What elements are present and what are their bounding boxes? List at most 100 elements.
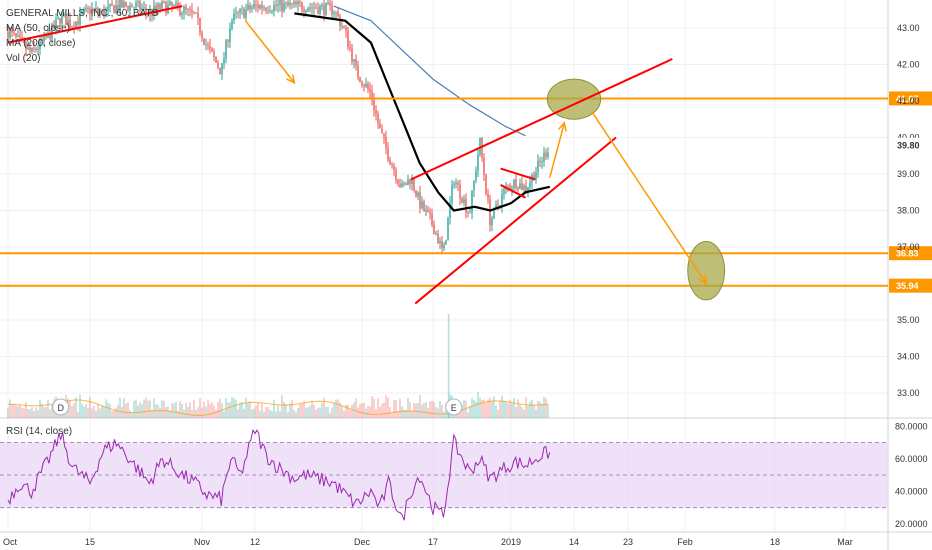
volume-bar xyxy=(227,402,229,418)
level-tag-2 xyxy=(889,278,932,293)
candle-body xyxy=(317,8,319,14)
candle-body xyxy=(65,14,67,26)
candle-body xyxy=(97,7,99,13)
volume-bar xyxy=(473,399,475,418)
volume-bar xyxy=(239,402,241,418)
volume-bar xyxy=(479,397,481,418)
candle-body xyxy=(279,0,281,5)
volume-bar xyxy=(447,314,450,418)
candle-body xyxy=(191,9,193,13)
candle-body xyxy=(215,57,217,63)
candle-body xyxy=(393,165,395,171)
volume-bar xyxy=(207,399,209,418)
volume-bar xyxy=(505,402,507,418)
time-tick-label: 18 xyxy=(770,537,780,547)
candle-body xyxy=(57,17,59,20)
volume-bar xyxy=(297,408,299,418)
candle-body xyxy=(281,0,283,12)
candle-body xyxy=(33,47,35,49)
level-tag-0 xyxy=(889,91,932,106)
trend-line-1 xyxy=(410,58,673,181)
volume-bar xyxy=(437,408,439,418)
candle-body xyxy=(461,198,463,204)
candle-body xyxy=(465,199,467,213)
volume-bar xyxy=(133,401,135,418)
candle-body xyxy=(501,194,503,207)
volume-bar xyxy=(19,404,21,418)
legend-volume: Vol (20) xyxy=(6,53,41,64)
volume-bar xyxy=(293,409,295,418)
candle-body xyxy=(327,2,329,4)
volume-bar xyxy=(275,411,277,418)
volume-bar xyxy=(369,406,371,418)
candle-body xyxy=(373,100,375,110)
volume-bar xyxy=(157,404,159,418)
volume-bar xyxy=(247,403,249,418)
candle-body xyxy=(133,7,135,9)
volume-bar xyxy=(309,405,311,418)
candle-body xyxy=(409,179,411,184)
volume-bar xyxy=(329,412,331,418)
candle-body xyxy=(347,30,349,47)
volume-bar xyxy=(541,403,543,418)
candle-body xyxy=(239,9,241,13)
volume-bar xyxy=(119,397,121,418)
candle-body xyxy=(135,2,137,8)
candle-body xyxy=(277,4,279,7)
volume-bar xyxy=(7,407,9,418)
volume-bar xyxy=(243,408,245,418)
candle-body xyxy=(51,24,53,40)
ma50-line xyxy=(294,12,551,212)
volume-bar xyxy=(357,407,359,418)
candle-body xyxy=(471,190,473,213)
volume-bar xyxy=(123,398,125,418)
candle-body xyxy=(527,187,529,192)
candle-body xyxy=(91,8,93,14)
volume-bar xyxy=(229,402,231,418)
volume-bar xyxy=(111,411,113,418)
candle-body xyxy=(345,27,347,31)
candle-body xyxy=(497,204,499,206)
candle-body xyxy=(537,160,539,173)
candle-body xyxy=(375,109,377,114)
candle-body xyxy=(27,47,29,50)
candle-body xyxy=(337,12,339,17)
volume-bar xyxy=(421,404,423,418)
candle-body xyxy=(165,1,167,14)
volume-bar xyxy=(51,403,53,418)
volume-bar xyxy=(217,402,219,418)
candle-body xyxy=(185,6,187,10)
candle-body xyxy=(103,9,105,17)
candle-body xyxy=(419,192,421,209)
volume-bar xyxy=(321,402,323,418)
candle-body xyxy=(523,185,525,190)
volume-bar xyxy=(213,405,215,418)
time-tick-label: 14 xyxy=(569,537,579,547)
candle-body xyxy=(449,203,451,219)
volume-bar xyxy=(501,395,503,418)
volume-bar xyxy=(185,403,187,418)
projection-arrow-0 xyxy=(244,20,294,83)
candle-body xyxy=(93,8,95,10)
candle-body xyxy=(483,157,485,175)
time-tick-label: 15 xyxy=(85,537,95,547)
volume-bar xyxy=(29,409,31,418)
candle-body xyxy=(231,20,233,29)
candle-body xyxy=(397,179,399,184)
candle-body xyxy=(145,7,147,13)
candle-body xyxy=(381,128,383,134)
candle-body xyxy=(113,5,115,13)
candle-body xyxy=(417,192,419,197)
volume-bar xyxy=(41,403,43,418)
candle-body xyxy=(211,48,213,52)
candle-body xyxy=(547,152,549,158)
candle-body xyxy=(295,1,297,5)
volume-bar xyxy=(425,402,427,418)
volume-bar xyxy=(95,410,97,418)
volume-bar xyxy=(395,400,397,418)
volume-bar xyxy=(399,398,401,418)
volume-bar xyxy=(507,403,509,418)
volume-bar xyxy=(193,400,195,418)
volume-bar xyxy=(439,400,441,418)
